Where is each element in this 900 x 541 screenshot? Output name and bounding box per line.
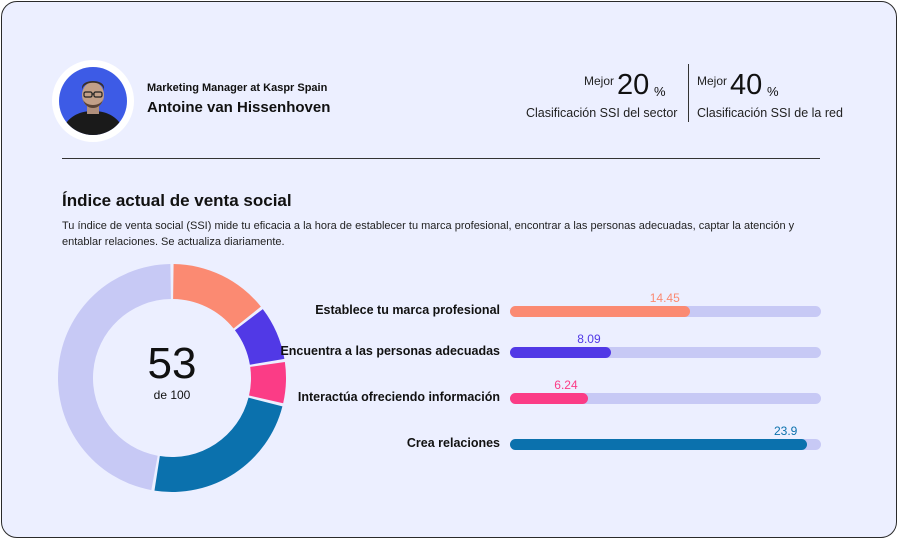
- network-ranking-unit: %: [767, 84, 779, 99]
- avatar: [52, 60, 134, 142]
- network-ranking-caption: Clasificación SSI de la red: [697, 106, 843, 120]
- sector-ranking-caption: Clasificación SSI del sector: [526, 106, 678, 120]
- section-title: Índice actual de venta social: [62, 191, 292, 210]
- bar-fill-insight: [510, 393, 588, 404]
- header-divider: [62, 158, 820, 159]
- bar-value-people: 8.09: [577, 332, 601, 346]
- sector-ranking-unit: %: [654, 84, 666, 99]
- network-ranking-value: 40: [730, 69, 763, 101]
- sector-ranking-value: 20: [617, 69, 650, 101]
- bar-value-relations: 23.9: [773, 424, 798, 438]
- profile-subtitle: Marketing Manager at Kaspr Spain: [147, 82, 328, 94]
- profile-photo: [59, 67, 127, 135]
- bar-fill-people: [510, 347, 611, 358]
- bar-label-relations: Crea relaciones: [406, 436, 500, 450]
- bar-value-brand: 14.45: [649, 291, 680, 305]
- stats-divider: [688, 64, 689, 122]
- ssi-donut-chart: [58, 264, 286, 492]
- donut-slice-relations: [154, 397, 283, 492]
- bar-track-relations: [510, 439, 821, 450]
- bar-label-insight: Interactúa ofreciendo información: [297, 390, 500, 404]
- bar-label-brand: Establece tu marca profesional: [315, 303, 500, 317]
- ssi-score: 53: [147, 339, 197, 388]
- bar-fill-brand: [510, 306, 690, 317]
- sector-ranking-prefix: Mejor: [584, 74, 615, 88]
- bar-value-insight: 6.24: [554, 378, 578, 392]
- donut-slice-people: [234, 309, 285, 365]
- bar-label-people: Encuentra a las personas adecuadas: [280, 344, 500, 358]
- donut-slice-insight: [249, 362, 286, 404]
- bar-track-insight: [510, 393, 821, 404]
- profile-name: Antoine van Hissenhoven: [147, 99, 331, 116]
- bar-track-brand: [510, 306, 821, 317]
- bar-track-people: [510, 347, 821, 358]
- section-description: Tu índice de venta social (SSI) mide tu …: [62, 220, 795, 248]
- donut-slice-brand: [173, 264, 261, 329]
- donut-slice-remaining: [58, 264, 171, 491]
- ssi-score-scale: de 100: [153, 388, 191, 402]
- network-ranking-prefix: Mejor: [697, 74, 728, 88]
- bar-fill-relations: [510, 439, 808, 450]
